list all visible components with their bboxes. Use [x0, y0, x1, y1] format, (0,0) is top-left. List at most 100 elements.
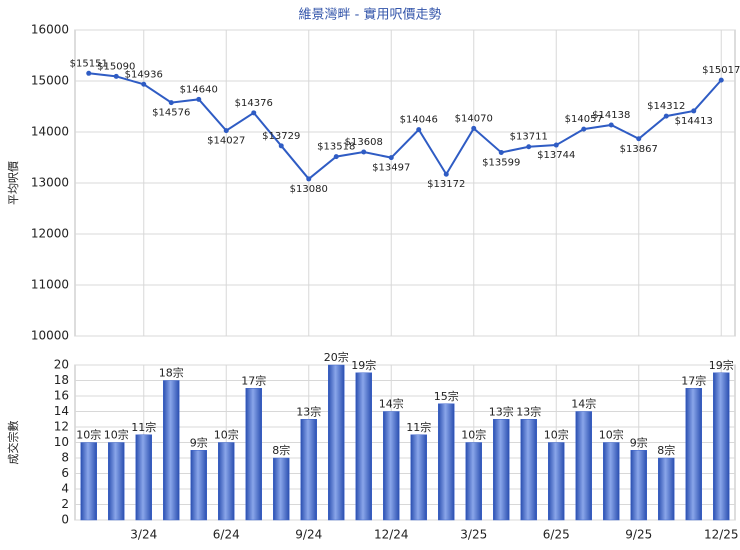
x-tick-label: 6/24	[213, 528, 240, 542]
point	[416, 127, 422, 133]
point	[443, 171, 449, 177]
y-tick-label: 11000	[31, 278, 69, 292]
y-tick-label: 10	[54, 435, 69, 449]
point	[663, 113, 669, 119]
point	[361, 149, 367, 155]
point	[196, 96, 202, 102]
bar	[163, 380, 180, 521]
data-label: $13711	[510, 132, 548, 143]
data-label: $13867	[620, 144, 658, 155]
x-tick-label: 9/25	[625, 528, 652, 542]
data-label: 13宗	[516, 404, 541, 418]
bar	[520, 419, 537, 521]
bar	[685, 388, 702, 521]
data-label: 13宗	[489, 404, 514, 418]
bar	[383, 411, 400, 521]
bar	[410, 434, 427, 521]
point	[113, 73, 119, 79]
bar	[438, 403, 455, 521]
y-tick-label: 20	[54, 358, 69, 372]
data-label: 10宗	[76, 428, 101, 442]
data-label: $14376	[235, 98, 273, 109]
y-tick-label: 12000	[31, 227, 69, 241]
bar	[300, 419, 317, 521]
bar	[190, 450, 207, 521]
x-tick-label: 3/25	[460, 528, 487, 542]
data-label: $14936	[125, 69, 163, 80]
data-label: 10宗	[599, 428, 624, 442]
bar	[218, 442, 235, 521]
data-label: $14312	[647, 101, 685, 112]
point	[526, 144, 532, 150]
bar	[658, 457, 675, 521]
point	[498, 149, 504, 155]
data-label: $14576	[152, 108, 190, 119]
bar	[465, 442, 482, 521]
bar	[630, 450, 647, 521]
bar	[548, 442, 565, 521]
data-label: 10宗	[544, 428, 569, 442]
y-tick-label: 18	[54, 373, 69, 387]
data-label: 19宗	[351, 358, 376, 372]
data-label: $14413	[675, 116, 713, 127]
x-tick-label: 9/24	[295, 528, 322, 542]
point	[608, 122, 614, 128]
x-tick-label: 6/25	[543, 528, 570, 542]
y-tick-label: 0	[61, 513, 69, 527]
data-label: $14057	[565, 114, 603, 125]
point	[168, 100, 174, 106]
bar	[108, 442, 125, 521]
point	[691, 108, 697, 114]
point	[581, 126, 587, 132]
y-tick-label: 10000	[31, 329, 69, 343]
data-label: 17宗	[241, 373, 266, 387]
data-label: $15017	[702, 65, 740, 76]
bar	[603, 442, 620, 521]
bar	[713, 372, 730, 521]
price-line	[88, 72, 722, 181]
data-label: $13172	[427, 179, 465, 190]
data-label: $14640	[180, 84, 218, 95]
data-label: $15151	[70, 58, 108, 69]
data-label: 14宗	[571, 397, 596, 411]
data-label: $13599	[482, 157, 520, 168]
y-tick-label: 14	[54, 404, 69, 418]
y-axis-label: 平均呎價	[6, 161, 20, 205]
point	[718, 77, 724, 83]
bar	[245, 388, 262, 521]
data-label: $15090	[97, 61, 135, 72]
data-label: 8宗	[657, 443, 675, 457]
data-label: 18宗	[159, 366, 184, 380]
data-label: 11宗	[406, 420, 431, 434]
point	[388, 155, 394, 161]
y-tick-label: 16000	[31, 23, 69, 37]
x-tick-label: 3/24	[130, 528, 157, 542]
data-label: $14070	[455, 113, 493, 124]
data-label: 10宗	[461, 428, 486, 442]
bar	[135, 434, 152, 521]
data-label: 17宗	[681, 373, 706, 387]
data-label: $13080	[290, 184, 328, 195]
point	[223, 128, 229, 134]
point	[86, 70, 92, 76]
y-tick-label: 14000	[31, 125, 69, 139]
point	[636, 136, 642, 142]
y-axis-label: 成交宗數	[6, 421, 20, 465]
data-label: 20宗	[324, 350, 349, 364]
y-tick-label: 4	[61, 482, 69, 496]
data-label: 9宗	[630, 435, 648, 449]
y-tick-label: 2	[61, 497, 69, 511]
data-label: $13497	[372, 163, 410, 174]
y-tick-label: 15000	[31, 74, 69, 88]
x-tick-label: 12/24	[374, 528, 409, 542]
data-label: $13744	[537, 150, 575, 161]
chart-title: 維景灣畔 - 實用呎價走勢	[299, 7, 442, 23]
data-label: $14046	[400, 115, 438, 126]
data-label: 15宗	[434, 389, 459, 403]
point	[306, 176, 312, 182]
data-label: 11宗	[131, 420, 156, 434]
point	[333, 154, 339, 160]
data-label: $13518	[317, 142, 355, 153]
bar	[575, 411, 592, 521]
data-label: 13宗	[296, 404, 321, 418]
